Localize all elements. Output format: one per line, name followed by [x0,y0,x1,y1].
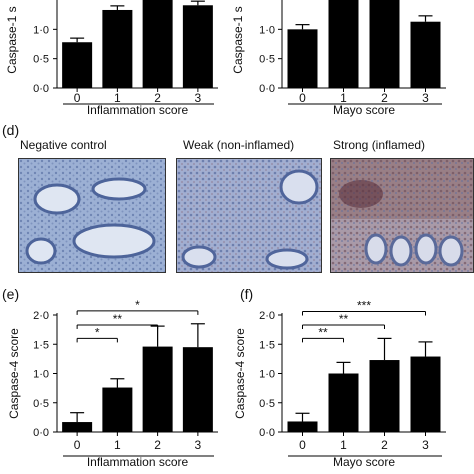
x-tick-label: 2 [154,438,161,452]
bar [142,346,173,432]
x-axis-label: Inflammation score [87,455,189,469]
bar [369,360,400,432]
bar [182,347,213,432]
y-tick-label: 2·0 [259,310,275,322]
x-tick-label: 3 [422,91,429,105]
x-axis-label: Mayo score [333,103,395,117]
bar [369,0,400,88]
panel-label-e: (e) [2,286,20,302]
y-tick-label: 0·5 [33,54,49,66]
x-tick-label: 1 [340,91,347,105]
x-tick-label: 2 [381,438,388,452]
significance-label: ** [113,312,123,326]
x-tick-label: 0 [74,438,81,452]
x-tick-label: 3 [195,438,202,452]
x-tick-label: 1 [114,438,121,452]
x-tick-label: 3 [195,91,202,105]
y-axis-label: Caspase-4 score [233,328,247,419]
bar [102,387,133,432]
significance-label: *** [357,298,371,312]
bar [182,5,213,89]
bar [287,421,318,432]
y-tick-label: 1·5 [259,339,275,351]
y-tick-label: 0·5 [33,398,49,410]
x-tick-label: 0 [299,438,306,452]
y-axis-label: Caspase-4 score [7,328,21,419]
x-axis-label: Inflammation score [87,103,189,117]
bar [410,356,441,432]
micrograph-strong-inflamed [330,158,474,273]
bar [410,21,441,89]
bar [62,42,93,88]
significance-label: * [95,325,100,339]
micrograph-title-negative: Negative control [20,138,107,152]
bar [287,29,318,88]
x-tick-label: 1 [340,438,347,452]
micrograph-weak-non-inflamed [176,158,322,273]
bar [142,0,173,88]
y-tick-label: 0·0 [33,83,49,95]
y-tick-label: 1·0 [259,369,275,381]
x-tick-label: 2 [381,91,388,105]
significance-label: * [135,298,140,312]
bar [328,373,359,432]
y-tick-label: 1·0 [259,24,275,36]
y-tick-label: 1·0 [33,369,49,381]
significance-label: ** [339,312,349,326]
y-tick-label: 0·5 [259,54,275,66]
y-tick-label: 0·0 [259,427,275,439]
micrograph-title-strong: Strong (inflamed) [333,138,426,152]
y-axis-label: Caspase-1 s [5,6,19,73]
x-tick-label: 3 [422,438,429,452]
panel-label-f: (f) [240,286,254,302]
x-tick-label: 2 [154,91,161,105]
panel-label-d: (d) [2,122,20,138]
y-tick-label: 1·0 [33,24,49,36]
significance-label: ** [318,325,328,339]
x-tick-label: 0 [74,91,81,105]
y-tick-label: 0·5 [259,398,275,410]
bar [102,9,133,88]
y-tick-label: 2·0 [33,310,49,322]
bar [328,0,359,88]
x-tick-label: 0 [299,91,306,105]
micrograph-negative-control [18,158,166,273]
y-tick-label: 0·0 [259,83,275,95]
micrograph-title-weak: Weak (non-inflamed) [183,138,295,152]
x-tick-label: 1 [114,91,121,105]
y-tick-label: 1·5 [33,339,49,351]
bar [62,422,93,432]
y-axis-label: Caspase-1 s [231,6,245,73]
y-tick-label: 0·0 [33,427,49,439]
x-axis-label: Mayo score [333,455,395,469]
